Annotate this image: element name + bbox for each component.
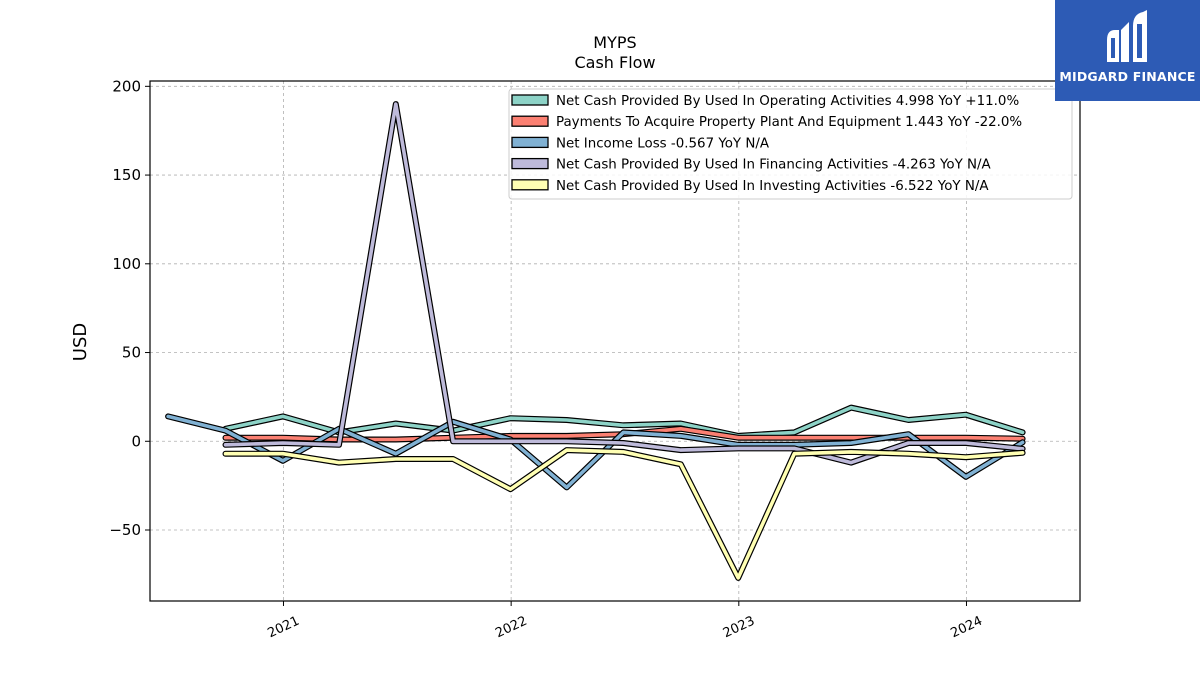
plot-frame	[149, 80, 1081, 602]
legend-swatch	[511, 136, 549, 149]
x-tick-label: 2022	[493, 614, 529, 642]
legend-entry: Payments To Acquire Property Plant And E…	[556, 115, 1022, 130]
series-line-5	[222, 447, 1026, 581]
legend-swatch	[511, 115, 549, 127]
legend: Net Cash Provided By Used In Operating A…	[508, 88, 1073, 200]
chart-title: MYPS	[593, 33, 636, 52]
legend-entry: Net Income Loss -0.567 YoY N/A	[556, 136, 770, 151]
legend-swatch	[511, 157, 549, 170]
x-tick-label: 2024	[949, 614, 985, 642]
y-tick-label: 0	[131, 432, 141, 450]
y-axis-label: USD	[70, 323, 91, 361]
legend-entry: Net Cash Provided By Used In Investing A…	[556, 179, 989, 194]
y-tick-label: −50	[109, 521, 141, 539]
series-lines	[165, 101, 1026, 581]
legend-swatch	[511, 179, 549, 191]
brand-logo: MIDGARD FINANCE	[1055, 0, 1200, 101]
legend-box	[508, 88, 1073, 200]
logo-text: MIDGARD FINANCE	[1059, 69, 1196, 84]
y-tick-label: 200	[112, 77, 141, 95]
legend-entry: Net Cash Provided By Used In Financing A…	[556, 158, 992, 173]
series-line-1	[222, 404, 1026, 439]
y-tick-label: 50	[122, 344, 141, 362]
logo-mark-icon	[1107, 10, 1147, 62]
legend-entry: Net Cash Provided By Used In Operating A…	[556, 94, 1019, 109]
legend-swatch	[511, 94, 549, 106]
y-tick-label: 100	[112, 255, 141, 273]
y-tick-label: 150	[112, 166, 141, 184]
series-line-4	[222, 101, 1026, 466]
x-tick-label: 2023	[721, 614, 757, 642]
x-tick-label: 2021	[266, 614, 302, 642]
chart-subtitle: Cash Flow	[574, 53, 655, 72]
